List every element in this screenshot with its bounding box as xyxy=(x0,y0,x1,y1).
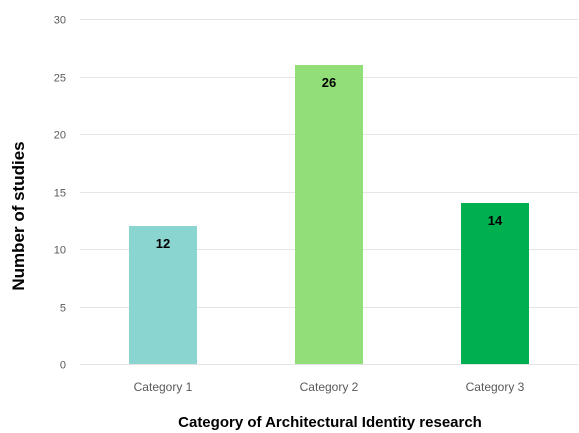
bar-category-3 xyxy=(461,203,529,364)
y-axis-tick-labels: 0 5 10 15 20 25 30 xyxy=(54,15,66,372)
data-labels: 12 26 14 xyxy=(156,75,503,251)
bars xyxy=(129,65,529,364)
x-axis-title: Category of Architectural Identity resea… xyxy=(178,414,482,431)
y-tick-label: 20 xyxy=(54,130,66,142)
data-label-category-3: 14 xyxy=(488,213,503,228)
bar-category-1 xyxy=(129,226,197,364)
x-axis-category-labels: Category 1 Category 2 Category 3 xyxy=(134,380,525,394)
x-tick-label-category-1: Category 1 xyxy=(134,380,193,394)
y-axis-title: Number of studies xyxy=(9,141,28,290)
y-tick-label: 10 xyxy=(54,245,66,257)
y-tick-label: 25 xyxy=(54,73,66,85)
bar-category-2 xyxy=(295,65,363,364)
x-tick-label-category-3: Category 3 xyxy=(466,380,525,394)
x-tick-label-category-2: Category 2 xyxy=(300,380,359,394)
y-tick-label: 30 xyxy=(54,15,66,27)
y-tick-label: 0 xyxy=(60,360,66,372)
y-tick-label: 5 xyxy=(60,303,66,315)
y-tick-label: 15 xyxy=(54,188,66,200)
data-label-category-2: 26 xyxy=(322,75,336,90)
data-label-category-1: 12 xyxy=(156,236,170,251)
